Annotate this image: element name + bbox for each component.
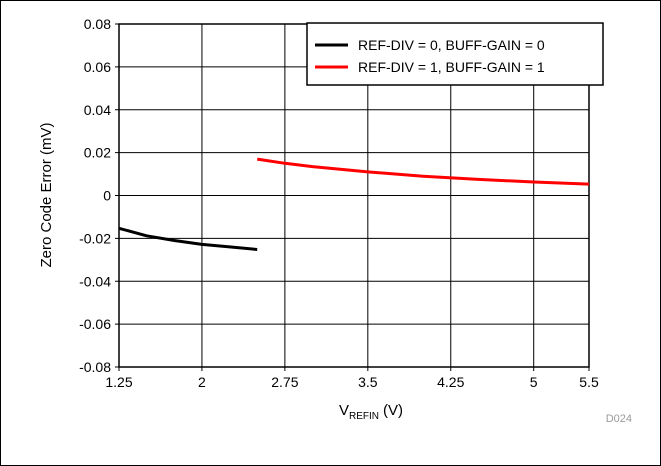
y-tick-label: -0.02 xyxy=(79,230,111,246)
x-axis-label: VREFIN (V) xyxy=(339,402,403,422)
legend: REF-DIV = 0, BUFF-GAIN = 0 REF-DIV = 1, … xyxy=(307,23,603,85)
series-lines xyxy=(119,159,589,249)
y-tick-label: 0.04 xyxy=(84,102,111,118)
x-tick-label: 2.75 xyxy=(271,374,298,390)
x-tick-label: 5.5 xyxy=(579,374,599,390)
figure-code-label: D024 xyxy=(606,413,632,425)
legend-label-series-1: REF-DIV = 0, BUFF-GAIN = 0 xyxy=(358,37,545,53)
y-tick-label: 0.06 xyxy=(84,59,111,75)
x-axis-label-main: V xyxy=(339,402,349,419)
y-tick-label: -0.08 xyxy=(79,359,111,375)
x-tick-label: 5 xyxy=(530,374,538,390)
series-line-2 xyxy=(257,159,589,184)
y-tick-label: 0 xyxy=(103,188,111,204)
x-tick-label: 4.25 xyxy=(437,374,464,390)
y-tick-label: 0.08 xyxy=(84,16,111,32)
x-axis-label-unit: (V) xyxy=(383,402,403,419)
y-axis-label: Zero Code Error (mV) xyxy=(38,122,55,267)
legend-label-series-2: REF-DIV = 1, BUFF-GAIN = 1 xyxy=(358,59,545,75)
x-tick-label: 3.5 xyxy=(358,374,378,390)
legend-box xyxy=(307,23,603,85)
x-tick-label: 1.25 xyxy=(105,374,132,390)
y-tick-label: -0.04 xyxy=(79,273,111,289)
y-tick-label: -0.06 xyxy=(79,316,111,332)
x-axis-label-subscript: REFIN xyxy=(349,411,379,422)
y-tick-label: 0.02 xyxy=(84,145,111,161)
x-tick-label: 2 xyxy=(198,374,206,390)
series-line-1 xyxy=(119,228,257,249)
